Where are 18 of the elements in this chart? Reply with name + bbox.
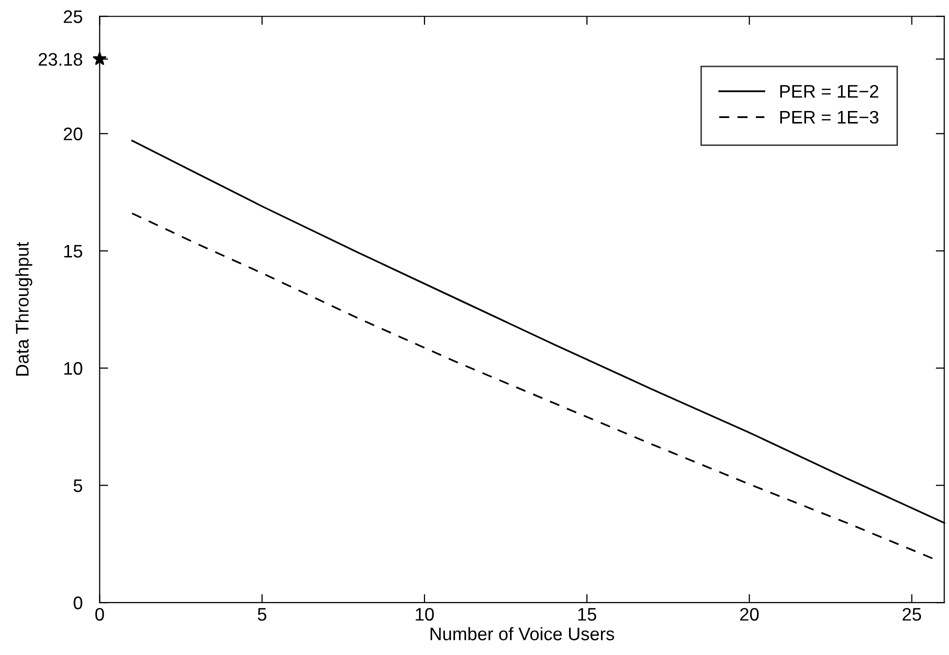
- x-tick-label: 25: [902, 608, 922, 621]
- x-tick-label: 20: [740, 608, 759, 621]
- y-tick-label: 25: [64, 10, 82, 24]
- legend-label: PER = 1E−3: [780, 110, 878, 124]
- x-tick-label: 15: [578, 608, 596, 621]
- y-axis-title: Data Throughput: [15, 242, 32, 376]
- y-tick-label: 20: [64, 128, 82, 140]
- x-axis-title: Number of Voice Users: [430, 627, 614, 640]
- y-tick-label: 5: [74, 479, 82, 492]
- line-series: [131, 212, 936, 560]
- x-tick-label: 0: [95, 608, 104, 621]
- x-tick-label: 10: [416, 608, 434, 621]
- y-tick-label: 15: [64, 244, 82, 258]
- y-tick-label: 10: [64, 362, 82, 375]
- legend-label: PER = 1E−2: [780, 84, 878, 98]
- y-tick-label: 0: [74, 596, 82, 610]
- x-tick-label: 5: [258, 608, 266, 621]
- y-tick-label: 23.18: [38, 52, 82, 66]
